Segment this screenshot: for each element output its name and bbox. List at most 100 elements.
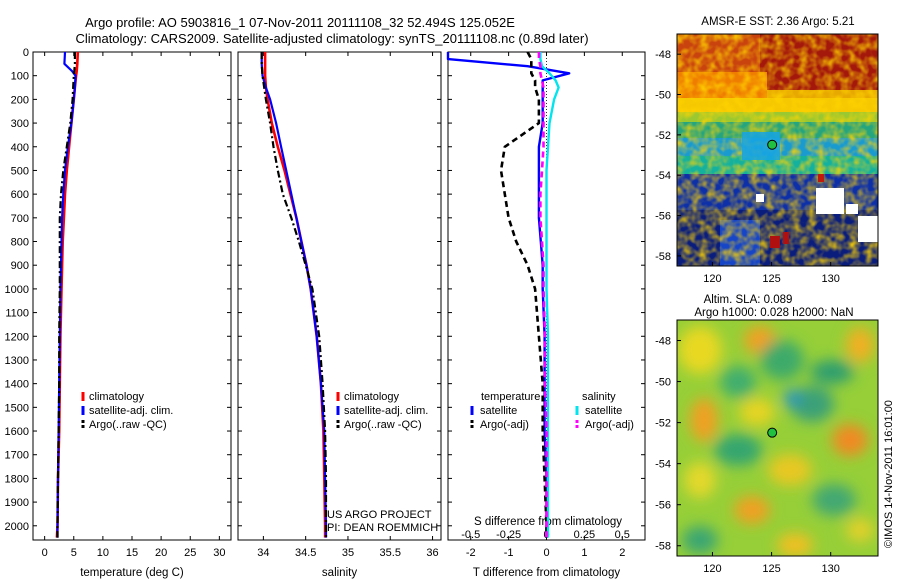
salinity-panel: 34 34.5 35 35.5 36 salinity climatology satelli… [237, 51, 442, 579]
sla-map [677, 320, 878, 556]
argo-location-marker [767, 139, 778, 150]
map-x-tick-label: 125 [762, 273, 780, 285]
x2-tick-label: 0.5 [615, 529, 630, 541]
x-tick-label: 30 [213, 547, 225, 559]
depth-tick-label: 0 [23, 47, 29, 59]
map-y-tick-label: -48 [655, 336, 671, 348]
figure-title-line2: Climatology: CARS2009. Satellite-adjuste… [75, 31, 588, 46]
depth-tick-label: 1300 [5, 355, 29, 367]
x-tick-label: 1 [581, 547, 587, 559]
depth-tick-label: 500 [11, 165, 29, 177]
map-frame [676, 319, 879, 557]
x-tick-label: 34 [257, 547, 269, 559]
depth-tick-label: 1400 [5, 379, 29, 391]
pi-annotation: PI: DEAN ROEMMICH [327, 522, 438, 534]
legend-label: climatology [89, 391, 145, 403]
series-line-climatology [263, 52, 327, 538]
depth-tick-label: 100 [11, 71, 29, 83]
depth-tick-label: 1500 [5, 402, 29, 414]
x-tick-label: 15 [126, 547, 138, 559]
x2-tick-label: -0.5 [461, 529, 480, 541]
legend-title-salinity: salinity [582, 391, 616, 403]
depth-tick-label: 700 [11, 213, 29, 225]
legend-label: satellite [480, 405, 517, 417]
map-x-tick-label: 120 [703, 273, 721, 285]
map-y-tick-label: -58 [655, 541, 671, 553]
legend-label: Argo(-adj) [480, 419, 529, 431]
map-y-tick-label: -50 [655, 377, 671, 389]
project-annotation: US ARGO PROJECT [327, 509, 432, 521]
map-x-tick-label: 130 [822, 563, 840, 575]
legend-label: Argo(..raw -QC) [89, 419, 167, 431]
x-tick-label: 2 [619, 547, 625, 559]
series-line-argo-adj [499, 51, 548, 538]
x-tick-label: -2 [466, 547, 476, 559]
x-tick-label: 0 [543, 547, 549, 559]
legend-label: satellite-adj. clim. [89, 405, 173, 417]
imos-timestamp: ©IMOS 14-Nov-2011 16:01:00 [883, 400, 895, 548]
x-axis-label: temperature (deg C) [80, 567, 184, 579]
map-x-tick-label: 120 [703, 563, 721, 575]
depth-tick-label: 1600 [5, 426, 29, 438]
depth-tick-label: 1900 [5, 497, 29, 509]
x-tick-label: 35 [342, 547, 354, 559]
map-y-tick-label: -48 [655, 49, 671, 61]
legend-label: climatology [344, 391, 400, 403]
map-x-tick-label: 125 [762, 563, 780, 575]
depth-tick-label: 900 [11, 260, 29, 272]
map-y-tick-label: -54 [655, 459, 671, 471]
series-line-argo-adj [537, 52, 548, 538]
map-x-tick-label: 130 [822, 273, 840, 285]
legend-title-temperature: temperature [481, 391, 540, 403]
legend-label: satellite [585, 405, 622, 417]
depth-tick-label: 1700 [5, 450, 29, 462]
depth-tick-label: 400 [11, 142, 29, 154]
depth-tick-label: 200 [11, 94, 29, 106]
depth-tick-label: 1100 [5, 308, 29, 320]
depth-tick-label: 1000 [5, 284, 29, 296]
legend-label: satellite-adj. clim. [344, 405, 428, 417]
sst-map [677, 34, 878, 266]
depth-tick-label: 600 [11, 189, 29, 201]
x-tick-label: 5 [71, 547, 77, 559]
figure-title-line1: Argo profile: AO 5903816_1 07-Nov-2011 2… [85, 15, 515, 30]
x-tick-label: 34.5 [295, 547, 316, 559]
series-line-argo-raw-qc [56, 52, 76, 538]
x-tick-label: 20 [155, 547, 167, 559]
map-y-tick-label: -54 [655, 170, 671, 182]
x-tick-label: -1 [504, 547, 514, 559]
map-y-tick-label: -50 [655, 90, 671, 102]
difference-panel: -2 -1 0 1 2 T difference from climatology -0.5… [446, 51, 646, 579]
x-axis-label: T difference from climatology [473, 567, 620, 579]
temperature-panel: 0100200300400500600700800900100011001200… [5, 47, 232, 579]
x-tick-label: 35.5 [380, 547, 401, 559]
x2-tick-label: 0.25 [574, 529, 595, 541]
legend-label: Argo(..raw -QC) [344, 419, 422, 431]
sla-map-title-line2: Argo h1000: 0.028 h2000: NaN [694, 307, 853, 319]
plot-frame [237, 51, 442, 541]
map-frame [676, 33, 879, 267]
plot-frame [32, 51, 232, 541]
argo-location-marker [767, 427, 778, 438]
sla-map-axes: 120 125 130 -48 -50 -52 -54 -56 -58 [655, 319, 879, 575]
x-tick-label: 36 [426, 547, 438, 559]
map-y-tick-label: -52 [655, 130, 671, 142]
map-y-tick-label: -58 [655, 251, 671, 263]
depth-tick-label: 1800 [5, 473, 29, 485]
x-axis-label: salinity [322, 567, 357, 579]
legend-label: Argo(-adj) [585, 419, 634, 431]
map-y-tick-label: -56 [655, 500, 671, 512]
sla-map-title-line1: Altim. SLA: 0.089 [704, 294, 793, 306]
map-y-tick-label: -52 [655, 418, 671, 430]
sst-map-title: AMSR-E SST: 2.36 Argo: 5.21 [701, 16, 854, 28]
series-line-argo-raw-qc [260, 52, 328, 538]
x2-tick-label: -0.25 [496, 529, 521, 541]
map-y-tick-label: -56 [655, 211, 671, 223]
x-tick-label: 25 [184, 547, 196, 559]
depth-tick-label: 1200 [5, 331, 29, 343]
x-tick-label: 0 [42, 547, 48, 559]
x-tick-label: 10 [97, 547, 109, 559]
depth-tick-label: 800 [11, 237, 29, 249]
series-line-satellite [539, 52, 560, 538]
